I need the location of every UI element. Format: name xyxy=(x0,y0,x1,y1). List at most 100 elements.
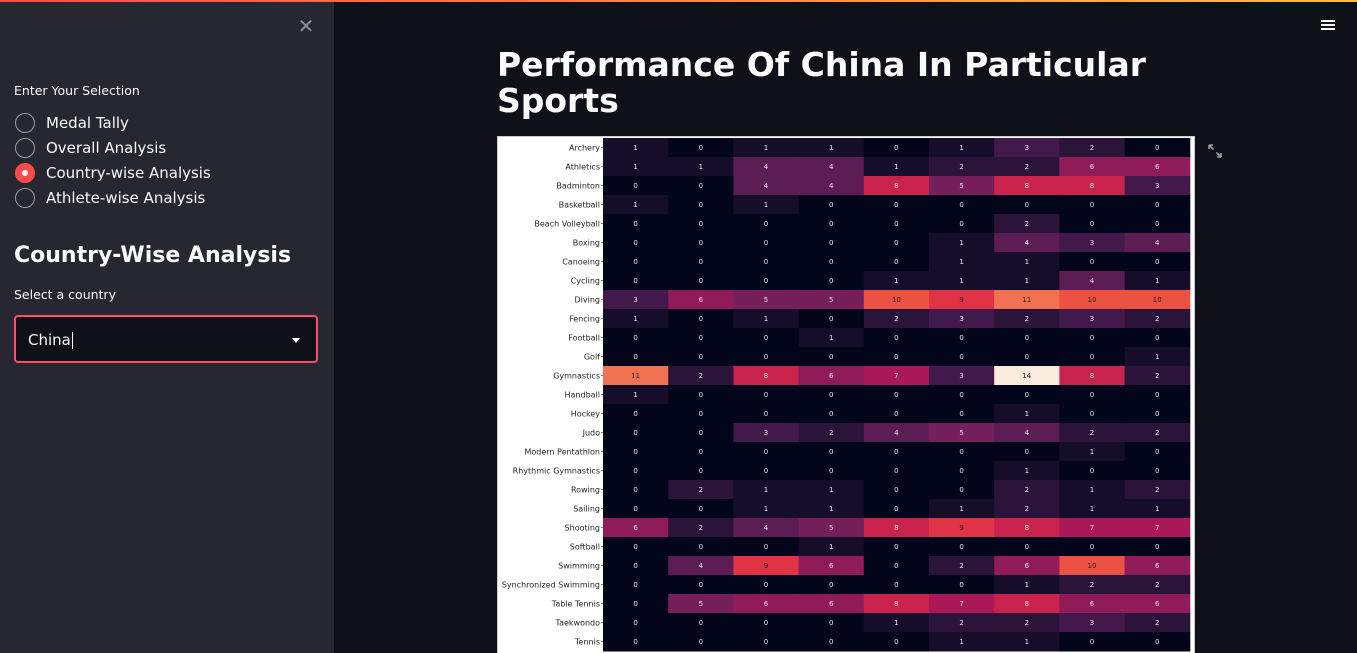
radio-option-athlete-wise-analysis[interactable]: Athlete-wise Analysis xyxy=(15,185,211,210)
heatmap-cell xyxy=(733,423,800,443)
heatmap-cell xyxy=(1124,594,1191,614)
heatmap-cell xyxy=(1124,385,1191,405)
heatmap-cell-value: 6 xyxy=(1155,562,1160,570)
heatmap-cell xyxy=(733,632,800,652)
heatmap-cell-value: 0 xyxy=(1155,334,1159,342)
country-select[interactable]: China xyxy=(14,315,318,363)
heatmap-cell-value: 0 xyxy=(699,144,703,152)
heatmap-cell xyxy=(668,499,734,519)
heatmap-cell-value: 0 xyxy=(1155,391,1159,399)
heatmap-cell xyxy=(929,442,995,462)
heatmap-cell xyxy=(1059,138,1126,158)
heatmap-cell xyxy=(929,366,995,386)
heatmap-cell-value: 2 xyxy=(1025,315,1029,323)
heatmap-cell-value: 0 xyxy=(633,467,637,475)
heatmap-cell xyxy=(603,385,669,405)
heatmap-cell xyxy=(929,556,995,576)
heatmap-cell-value: 0 xyxy=(894,391,898,399)
heatmap-cell xyxy=(733,252,800,272)
heatmap-cell-value: 0 xyxy=(829,220,833,228)
radio-button-icon[interactable] xyxy=(15,137,35,158)
heatmap-cell xyxy=(863,442,930,462)
heatmap-cell-value: 8 xyxy=(894,600,898,608)
hamburger-menu-icon[interactable] xyxy=(1318,18,1338,38)
radio-option-overall-analysis[interactable]: Overall Analysis xyxy=(15,135,211,160)
heatmap-cell-value: 0 xyxy=(829,201,833,209)
heatmap-cell xyxy=(733,214,800,234)
heatmap-cell xyxy=(733,575,800,595)
heatmap-cell xyxy=(863,195,930,215)
radio-button-icon[interactable] xyxy=(15,112,35,133)
heatmap-cell-value: 6 xyxy=(829,600,834,608)
radio-option-medal-tally[interactable]: Medal Tally xyxy=(15,110,211,135)
heatmap-cell xyxy=(668,480,734,500)
heatmap-cell xyxy=(863,423,930,443)
y-tick-label: Table Tennis xyxy=(551,600,600,609)
heatmap-cell xyxy=(798,366,865,386)
heatmap-cell-value: 0 xyxy=(699,353,703,361)
heatmap-cell-value: 3 xyxy=(764,429,768,437)
heatmap-cell xyxy=(1124,537,1191,557)
heatmap-cell xyxy=(798,233,865,253)
heatmap-cell xyxy=(798,347,865,367)
heatmap-cell xyxy=(863,176,930,196)
y-tick-label: Boxing xyxy=(573,239,600,248)
heatmap-cell-value: 6 xyxy=(1090,600,1095,608)
heatmap-cell xyxy=(1124,442,1191,462)
heatmap-cell xyxy=(1124,328,1191,348)
heatmap-cell-value: 1 xyxy=(764,486,768,494)
radio-button-icon[interactable] xyxy=(15,187,35,208)
radio-option-country-wise-analysis[interactable]: Country-wise Analysis xyxy=(15,160,211,185)
heatmap-cell-value: 0 xyxy=(699,391,703,399)
country-select-value[interactable]: China xyxy=(28,331,73,349)
heatmap-cell-value: 0 xyxy=(633,581,637,589)
radio-button-selected-icon[interactable] xyxy=(15,162,35,183)
close-icon[interactable]: ✕ xyxy=(297,14,315,38)
heatmap-cell-value: 0 xyxy=(699,448,703,456)
heatmap-cell xyxy=(863,537,930,557)
heatmap-cell-value: 0 xyxy=(959,410,963,418)
heatmap-cell xyxy=(994,176,1060,196)
heatmap-cell-value: 1 xyxy=(1025,258,1029,266)
heatmap-cell xyxy=(994,594,1060,614)
heatmap-cell-value: 1 xyxy=(894,277,898,285)
heatmap-cell-value: 6 xyxy=(1090,163,1095,171)
heatmap-cell-value: 3 xyxy=(959,315,963,323)
chevron-down-icon[interactable] xyxy=(292,338,300,343)
heatmap-cell-value: 0 xyxy=(699,429,703,437)
heatmap-cell-value: 4 xyxy=(1090,277,1095,285)
text-cursor xyxy=(71,332,73,349)
heatmap-cell-value: 8 xyxy=(894,182,898,190)
heatmap-cell xyxy=(668,176,734,196)
heatmap-cell xyxy=(1124,556,1191,576)
heatmap-cell-value: 0 xyxy=(959,543,963,551)
heatmap-cell xyxy=(733,594,800,614)
heatmap-cell-value: 0 xyxy=(1155,448,1159,456)
heatmap-cell xyxy=(603,423,669,443)
heatmap-cell-value: 0 xyxy=(1090,334,1094,342)
fullscreen-expand-icon[interactable] xyxy=(1207,143,1223,159)
heatmap-cell-value: 0 xyxy=(829,315,833,323)
heatmap-cell-value: 1 xyxy=(829,334,833,342)
heatmap-cell-value: 2 xyxy=(1090,144,1094,152)
heatmap-cell xyxy=(1124,195,1191,215)
heatmap-cell-value: 0 xyxy=(894,448,898,456)
heatmap-cell-value: 0 xyxy=(1090,467,1094,475)
heatmap-cell xyxy=(668,309,734,329)
heatmap-cell-value: 0 xyxy=(894,410,898,418)
heatmap-cell xyxy=(1059,632,1126,652)
heatmap-cell xyxy=(929,252,995,272)
heatmap-cell xyxy=(733,328,800,348)
heatmap-cell-value: 4 xyxy=(699,562,704,570)
heatmap-cell-value: 0 xyxy=(829,467,833,475)
heatmap-cell xyxy=(1059,195,1126,215)
heatmap-cell xyxy=(798,518,865,538)
heatmap-cell xyxy=(1059,480,1126,500)
heatmap-cell xyxy=(994,195,1060,215)
heatmap-cell-value: 4 xyxy=(829,163,834,171)
heatmap-cell xyxy=(668,556,734,576)
heatmap-cell-value: 0 xyxy=(1090,543,1094,551)
heatmap-cell xyxy=(668,632,734,652)
heatmap-cell-value: 1 xyxy=(959,505,963,513)
heatmap-cell-value: 3 xyxy=(1090,315,1094,323)
